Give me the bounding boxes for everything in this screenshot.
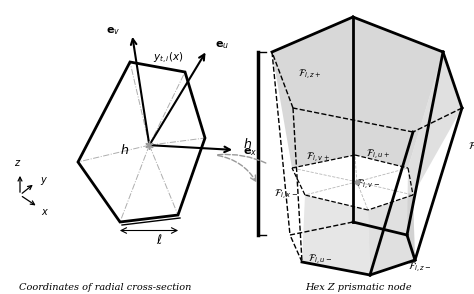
Text: $\mathcal{F}_{i,z-}$: $\mathcal{F}_{i,z-}$ bbox=[408, 261, 432, 275]
Text: $x$: $x$ bbox=[41, 207, 49, 217]
Polygon shape bbox=[407, 168, 415, 260]
Text: $\mathcal{F}_{i,v+}$: $\mathcal{F}_{i,v+}$ bbox=[306, 151, 330, 165]
Text: Hex Z prismatic node: Hex Z prismatic node bbox=[305, 283, 411, 291]
Text: $\mathbf{e}_x$: $\mathbf{e}_x$ bbox=[243, 146, 257, 158]
Polygon shape bbox=[368, 195, 415, 275]
FancyArrowPatch shape bbox=[218, 154, 267, 164]
Polygon shape bbox=[408, 52, 462, 195]
Text: $\mathcal{F}_{i,u-}$: $\mathcal{F}_{i,u-}$ bbox=[308, 253, 332, 267]
Text: $\ell$: $\ell$ bbox=[156, 233, 162, 248]
Polygon shape bbox=[272, 17, 443, 168]
Text: $y$: $y$ bbox=[40, 175, 48, 187]
FancyArrowPatch shape bbox=[218, 156, 256, 181]
Text: $\mathcal{F}_{i,u+}$: $\mathcal{F}_{i,u+}$ bbox=[366, 148, 390, 162]
Text: $z$: $z$ bbox=[14, 158, 22, 168]
Text: $\mathcal{F}_{i,v-}$: $\mathcal{F}_{i,v-}$ bbox=[356, 178, 380, 192]
Text: $\mathcal{F}_{i,x-}$: $\mathcal{F}_{i,x-}$ bbox=[274, 188, 298, 202]
Text: $\mathbf{e}_u$: $\mathbf{e}_u$ bbox=[215, 39, 229, 51]
Text: $y_{t,i}(x)$: $y_{t,i}(x)$ bbox=[153, 51, 183, 66]
Text: $h$: $h$ bbox=[120, 143, 129, 157]
Text: Coordinates of radial cross-section: Coordinates of radial cross-section bbox=[19, 283, 191, 291]
Text: $\mathcal{F}_{i,x+}$: $\mathcal{F}_{i,x+}$ bbox=[468, 141, 474, 155]
Polygon shape bbox=[302, 195, 370, 275]
Text: $\mathbf{e}_v$: $\mathbf{e}_v$ bbox=[106, 25, 120, 37]
Text: $h$: $h$ bbox=[244, 136, 253, 151]
Text: $\mathcal{F}_{i,z+}$: $\mathcal{F}_{i,z+}$ bbox=[298, 68, 322, 82]
